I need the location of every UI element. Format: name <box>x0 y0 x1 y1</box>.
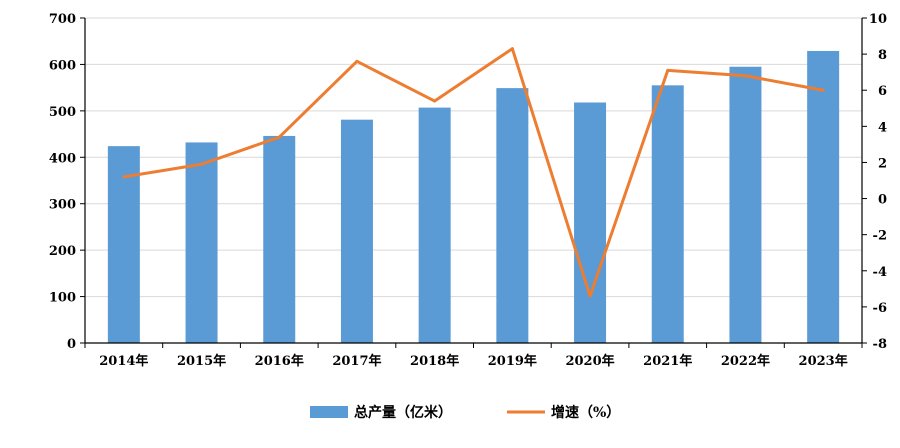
growth-rate-line <box>123 47 824 298</box>
growth-point-2022年 <box>743 74 747 78</box>
growth-point-2020年 <box>588 294 592 298</box>
x-tick-label: 2021年 <box>643 353 692 369</box>
growth-point-2014年 <box>122 175 126 179</box>
growth-point-2021年 <box>666 68 670 72</box>
x-tick-label: 2014年 <box>99 353 148 369</box>
right-tick-label: 0 <box>878 193 887 208</box>
x-tick-label: 2023年 <box>799 353 848 369</box>
x-tick-label: 2022年 <box>721 353 770 369</box>
bar-2016年 <box>263 135 296 343</box>
right-tick-label: 6 <box>878 84 887 99</box>
bar-2018年 <box>418 107 451 343</box>
x-tick-label: 2018年 <box>410 353 459 369</box>
bar-2021年 <box>651 85 684 344</box>
left-tick-label: 600 <box>49 58 76 73</box>
right-tick-label: 10 <box>869 12 887 27</box>
left-tick-label: 200 <box>49 244 76 259</box>
left-tick-label: 0 <box>67 337 76 352</box>
bar-2022年 <box>729 66 762 343</box>
left-tick-label: 700 <box>49 12 76 27</box>
growth-point-2015年 <box>200 162 204 166</box>
legend: 总产量（亿米） 增速（%） <box>310 404 620 421</box>
right-tick-label: -6 <box>873 301 887 316</box>
x-tick-label: 2016年 <box>255 353 304 369</box>
bar-2023年 <box>807 50 840 343</box>
right-tick-label: 8 <box>878 48 887 63</box>
x-tick-label: 2015年 <box>177 353 226 369</box>
bar-2017年 <box>340 119 373 343</box>
right-tick-label: -8 <box>873 337 887 352</box>
x-tick-label: 2017年 <box>332 353 381 369</box>
growth-point-2018年 <box>433 99 437 103</box>
bar-2014年 <box>107 146 140 343</box>
legend-bar-swatch <box>310 406 348 418</box>
growth-point-2017年 <box>355 59 359 63</box>
axis-labels: 0 100 200 300 400 500 600 700 -8 -6 -4 -2 0 2 4 6 8 10 201… <box>49 12 887 369</box>
x-tick-label: 2019年 <box>488 353 537 369</box>
legend-line-label: 增速（%） <box>551 404 620 421</box>
growth-point-2016年 <box>277 135 281 139</box>
right-tick-label: 4 <box>878 120 887 135</box>
axes <box>80 17 867 348</box>
legend-bar-label: 总产量（亿米） <box>354 404 452 421</box>
left-tick-label: 400 <box>49 151 76 166</box>
left-tick-label: 300 <box>49 198 76 213</box>
bar-2015年 <box>185 142 218 343</box>
bar-2019年 <box>496 88 529 343</box>
right-tick-label: -2 <box>873 229 887 244</box>
growth-point-2019年 <box>510 47 514 51</box>
bar-series <box>107 50 840 344</box>
left-tick-label: 500 <box>49 105 76 120</box>
left-tick-label: 100 <box>49 291 76 306</box>
growth-point-2023年 <box>821 88 825 92</box>
line-series <box>122 47 825 298</box>
right-tick-label: 2 <box>878 156 887 171</box>
bar-2020年 <box>574 102 607 343</box>
right-tick-label: -4 <box>873 265 887 280</box>
x-tick-label: 2020年 <box>565 353 614 369</box>
